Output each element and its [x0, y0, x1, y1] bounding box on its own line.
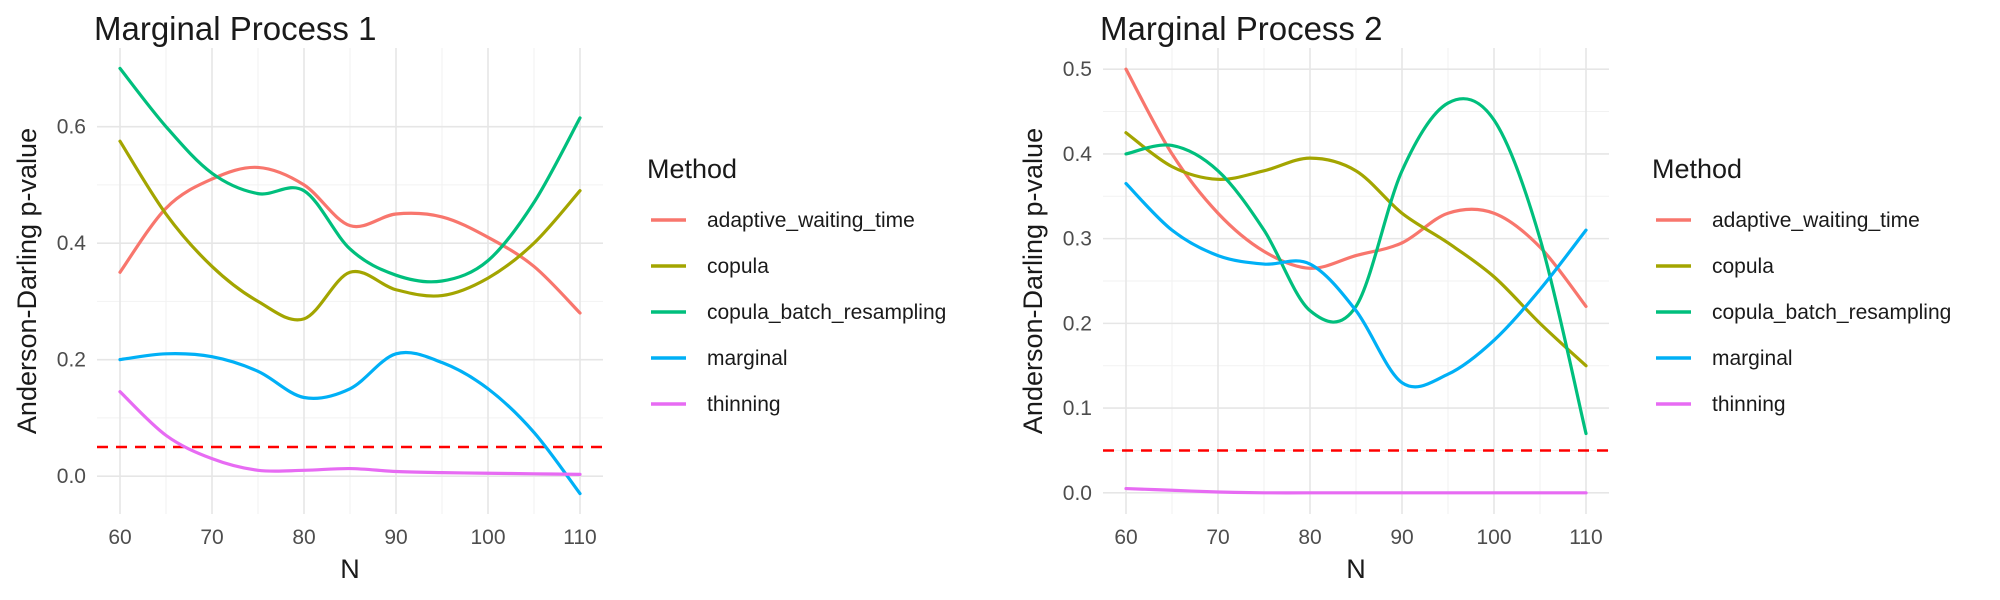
series-lines [118, 66, 582, 496]
legend-label: copula_batch_resampling [707, 301, 946, 324]
x-tick-label: 60 [1114, 526, 1137, 549]
legend-label: marginal [1712, 347, 1793, 370]
series-line-thinning [118, 390, 582, 476]
legend-item: copula [651, 255, 769, 278]
legend-item: adaptive_waiting_time [651, 209, 915, 232]
y-tick-label: 0.2 [57, 349, 86, 372]
plot-grid [97, 48, 603, 514]
legend-label: adaptive_waiting_time [707, 209, 915, 232]
series-line-thinning [1124, 486, 1588, 495]
legend-title: Method [647, 154, 737, 184]
legend-item: copula_batch_resampling [651, 301, 946, 324]
x-tick-label: 80 [292, 526, 315, 549]
legend-item: adaptive_waiting_time [1656, 209, 1920, 232]
legend-item: thinning [651, 393, 781, 416]
legend-item: copula [1656, 255, 1774, 278]
x-tick-label: 70 [200, 526, 223, 549]
series-line-copula-batch-resampling [118, 66, 582, 284]
legend-item: marginal [1656, 347, 1793, 370]
y-tick-label: 0.5 [1063, 58, 1092, 81]
y-tick-label: 0.3 [1063, 228, 1092, 251]
x-tick-label: 100 [1476, 526, 1511, 549]
plot-grid [1103, 48, 1609, 514]
y-tick-label: 0.4 [57, 232, 87, 255]
series-line-adaptive-waiting-time [1124, 67, 1588, 309]
x-tick-label: 80 [1298, 526, 1321, 549]
legend-item: copula_batch_resampling [1656, 301, 1951, 324]
y-tick-label: 0.0 [1063, 482, 1092, 505]
series-line-copula [118, 139, 582, 322]
chart-panel-2: 60 70 80 90 100 110 0.0 0.1 0.2 0.3 0.4 0.5 Marginal… [1018, 10, 1951, 584]
chart-title: Marginal Process 2 [1100, 10, 1382, 47]
chart-panel-1: 60 70 80 90 100 110 0.0 0.2 0.4 0.6 Marginal Proce… [12, 10, 946, 584]
series-lines [1124, 67, 1588, 495]
legend-label: copula [707, 255, 769, 278]
y-tick-label: 0.1 [1063, 397, 1092, 420]
x-tick-label: 90 [384, 526, 407, 549]
legend-item: marginal [651, 347, 788, 370]
series-line-copula [1124, 131, 1588, 368]
y-axis-title: Anderson-Darling p-value [1018, 128, 1048, 434]
x-tick-label: 70 [1206, 526, 1229, 549]
x-tick-label: 100 [470, 526, 505, 549]
x-tick-label: 60 [108, 526, 131, 549]
series-line-marginal [1124, 181, 1588, 389]
legend-label: copula_batch_resampling [1712, 301, 1951, 324]
series-line-marginal [118, 350, 582, 496]
legend-title: Method [1652, 154, 1742, 184]
series-line-copula-batch-resampling [1124, 97, 1588, 436]
y-tick-label: 0.0 [57, 465, 86, 488]
legend-label: copula [1712, 255, 1774, 278]
x-axis-title: N [1346, 554, 1366, 584]
x-axis-title: N [340, 554, 360, 584]
x-tick-label: 110 [563, 526, 596, 549]
chart-title: Marginal Process 1 [94, 10, 376, 47]
legend-label: thinning [707, 393, 781, 416]
y-axis-title: Anderson-Darling p-value [12, 128, 42, 434]
legend-item: thinning [1656, 393, 1786, 416]
legend-label: thinning [1712, 393, 1786, 416]
legend-label: marginal [707, 347, 788, 370]
series-line-adaptive-waiting-time [118, 165, 582, 315]
x-tick-label: 110 [1569, 526, 1602, 549]
y-tick-label: 0.6 [57, 116, 86, 139]
y-tick-label: 0.2 [1063, 312, 1092, 335]
y-tick-label: 0.4 [1063, 143, 1093, 166]
legend-label: adaptive_waiting_time [1712, 209, 1920, 232]
x-tick-label: 90 [1390, 526, 1413, 549]
